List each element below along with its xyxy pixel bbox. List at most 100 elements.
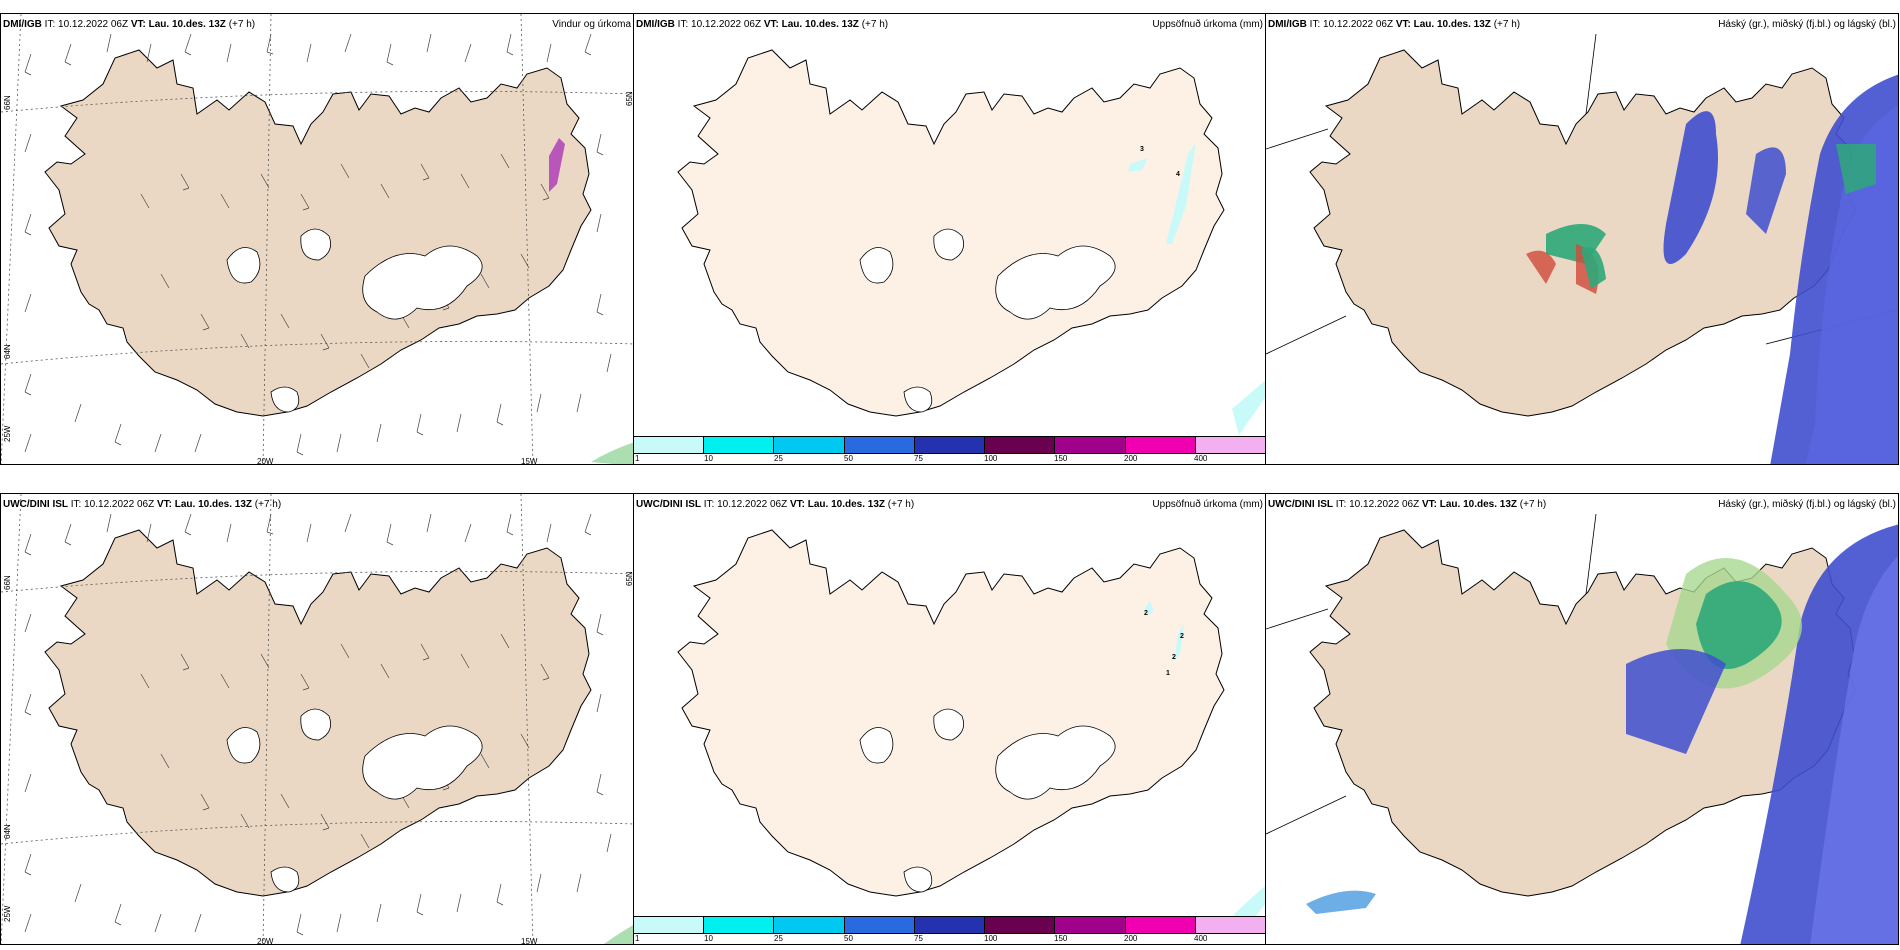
- lon-label: 15W: [521, 937, 538, 945]
- colorbar-swatch: [985, 437, 1056, 453]
- map-iceland: [1266, 513, 1898, 944]
- colorbar-tick: 1: [635, 934, 640, 943]
- colorbar-swatch: [914, 437, 986, 453]
- colorbar-tick: 10: [704, 934, 713, 943]
- colorbar-swatch: [1055, 917, 1126, 933]
- map-iceland: [1, 494, 633, 944]
- valid-time: Lau. 10.des. 13Z: [1413, 19, 1491, 30]
- source: UWC/DINI ISL: [636, 499, 701, 510]
- colorbar-tick: 50: [844, 454, 853, 463]
- precip-label: 2: [1172, 654, 1176, 661]
- source: DMI/IGB: [636, 19, 675, 30]
- panel-title: Háský (gr.), miðský (fj.bl.) og lágský (…: [1718, 499, 1896, 510]
- init-time: 10.12.2022 06Z: [1323, 19, 1394, 30]
- colorbar-ticks: 1 10 25 50 75 100 150 200 400: [634, 934, 1265, 944]
- source: DMI/IGB: [3, 19, 42, 30]
- colorbar-swatch: [1125, 437, 1196, 453]
- map-iceland: [677, 49, 1265, 435]
- panel-wind-uwc: UWC/DINI ISL IT: 10.12.2022 06Z VT: Lau.…: [0, 493, 634, 945]
- lead-time: (+7 h): [1493, 19, 1521, 30]
- lat-label: 64N: [3, 344, 12, 359]
- panel-header: DMI/IGB IT: 10.12.2022 06Z VT: Lau. 10.d…: [3, 19, 256, 30]
- valid-time: Lau. 10.des. 13Z: [807, 499, 886, 510]
- precip-label: 4: [1176, 171, 1180, 178]
- valid-time: Lau. 10.des. 13Z: [781, 19, 859, 30]
- colorbar-tick: 10: [704, 454, 713, 463]
- colorbar-swatch: [844, 917, 915, 933]
- map-iceland: [677, 529, 1265, 932]
- lat-label: 64N: [3, 824, 12, 839]
- lon-label: 15W: [521, 457, 538, 465]
- colorbar-swatch: [774, 437, 845, 453]
- map-iceland: [1, 14, 633, 464]
- colorbar-tick: 25: [774, 454, 783, 463]
- init-time: 10.12.2022 06Z: [84, 499, 155, 510]
- valid-time: Lau. 10.des. 13Z: [174, 499, 253, 510]
- panel-header: UWC/DINI ISL IT: 10.12.2022 06Z VT: Lau.…: [1268, 499, 1547, 510]
- lat-label: 25W: [3, 425, 12, 442]
- colorbar-swatch: [1055, 437, 1126, 453]
- colorbar-swatch: [985, 917, 1056, 933]
- colorbar-tick: 150: [1054, 454, 1068, 463]
- panel-title: Uppsöfnuð úrkoma (mm): [1152, 19, 1263, 30]
- init-time: 10.12.2022 06Z: [58, 19, 129, 30]
- colorbar-tick: 75: [914, 454, 923, 463]
- panel-clouds-uwc: UWC/DINI ISL IT: 10.12.2022 06Z VT: Lau.…: [1265, 493, 1899, 945]
- precip-label: 2: [1144, 610, 1148, 617]
- lat-label: 25W: [3, 905, 12, 922]
- lead-time: (+7 h): [254, 499, 282, 510]
- lon-label: 20W: [257, 457, 274, 465]
- colorbar-tick: 1: [635, 454, 640, 463]
- colorbar-tick: 200: [1124, 454, 1138, 463]
- panel-header: DMI/IGB IT: 10.12.2022 06Z VT: Lau. 10.d…: [1268, 19, 1521, 30]
- precip-label: 2: [1180, 633, 1184, 640]
- panel-title: Uppsöfnuð úrkoma (mm): [1152, 499, 1263, 510]
- colorbar-tick: 100: [984, 454, 998, 463]
- source: DMI/IGB: [1268, 19, 1307, 30]
- panel-clouds-dmi: DMI/IGB IT: 10.12.2022 06Z VT: Lau. 10.d…: [1265, 13, 1899, 465]
- lead-time: (+7 h): [887, 499, 915, 510]
- map-iceland: [1266, 33, 1898, 464]
- colorbar-swatch: [634, 917, 705, 933]
- colorbar: [634, 436, 1265, 454]
- lead-time: (+7 h): [1519, 499, 1547, 510]
- lat-label: 66N: [3, 95, 12, 110]
- panel-header: UWC/DINI ISL IT: 10.12.2022 06Z VT: Lau.…: [636, 499, 915, 510]
- colorbar-tick: 100: [984, 934, 998, 943]
- init-time: 10.12.2022 06Z: [717, 499, 788, 510]
- colorbar-swatch: [774, 917, 845, 933]
- colorbar-swatch: [914, 917, 986, 933]
- colorbar-tick: 400: [1194, 934, 1208, 943]
- lead-time: (+7 h): [861, 19, 889, 30]
- colorbar-tick: 25: [774, 934, 783, 943]
- panel-header: DMI/IGB IT: 10.12.2022 06Z VT: Lau. 10.d…: [636, 19, 889, 30]
- lead-time: (+7 h): [228, 19, 256, 30]
- colorbar-tick: 50: [844, 934, 853, 943]
- panel-title: Háský (gr.), miðský (fj.bl.) og lágský (…: [1718, 19, 1896, 30]
- valid-time: Lau. 10.des. 13Z: [1439, 499, 1518, 510]
- precip-label: 1: [1166, 670, 1170, 677]
- panel-wind-dmi: DMI/IGB IT: 10.12.2022 06Z VT: Lau. 10.d…: [0, 13, 634, 465]
- colorbar-swatch: [1195, 917, 1265, 933]
- panel-precip-uwc: UWC/DINI ISL IT: 10.12.2022 06Z VT: Lau.…: [633, 493, 1266, 945]
- colorbar: [634, 916, 1265, 934]
- panel-precip-dmi: DMI/IGB IT: 10.12.2022 06Z VT: Lau. 10.d…: [633, 13, 1266, 465]
- panel-title: Vindur og úrkoma: [552, 19, 631, 30]
- valid-time: Lau. 10.des. 13Z: [148, 19, 226, 30]
- colorbar-ticks: 1 10 25 50 75 100 150 200 400: [634, 454, 1265, 464]
- precip-label: 3: [1140, 146, 1144, 153]
- lon-label: 20W: [257, 937, 274, 945]
- source: UWC/DINI ISL: [1268, 499, 1333, 510]
- init-time: 10.12.2022 06Z: [691, 19, 762, 30]
- colorbar-swatch: [1125, 917, 1196, 933]
- init-time: 10.12.2022 06Z: [1349, 499, 1420, 510]
- colorbar-swatch: [704, 437, 775, 453]
- source: UWC/DINI ISL: [3, 499, 68, 510]
- panel-header: UWC/DINI ISL IT: 10.12.2022 06Z VT: Lau.…: [3, 499, 282, 510]
- colorbar-swatch: [844, 437, 915, 453]
- lat-label: 66N: [3, 575, 12, 590]
- colorbar-tick: 75: [914, 934, 923, 943]
- colorbar-swatch: [1195, 437, 1265, 453]
- colorbar-swatch: [704, 917, 775, 933]
- colorbar-tick: 400: [1194, 454, 1208, 463]
